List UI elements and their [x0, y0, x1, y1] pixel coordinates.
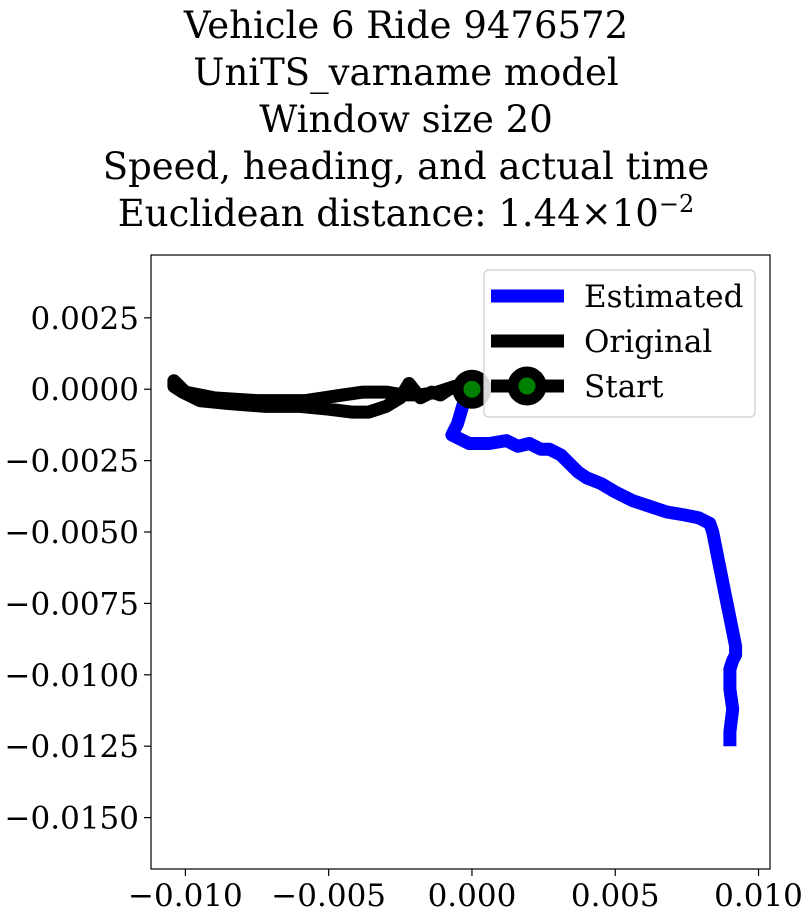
- title-line-3: Window size 20: [259, 98, 553, 141]
- metric-label: Euclidean distance:: [117, 192, 499, 235]
- x-tick-label: −0.010: [128, 878, 243, 914]
- metric-mantissa: 1.44: [498, 192, 581, 235]
- y-tick-label: 0.0025: [31, 301, 139, 337]
- y-tick-label: −0.0150: [5, 801, 139, 837]
- legend-label-estimated: Estimated: [584, 279, 743, 315]
- start-point-marker: [452, 369, 492, 409]
- metric-times: ×: [580, 192, 612, 235]
- y-axis: 0.0025 0.0000 −0.0025 −0.0050 −0.0075 −0.0100…: [5, 301, 151, 837]
- x-tick-label: −0.005: [271, 878, 386, 914]
- legend: Estimated Original Start: [483, 269, 756, 418]
- x-tick-label: 0.000: [428, 878, 517, 914]
- metric-exponent: −2: [658, 190, 695, 218]
- legend-label-original: Original: [584, 324, 712, 360]
- series-line-estimated: [445, 385, 743, 747]
- legend-start-marker: [507, 366, 547, 406]
- y-tick-label: −0.0075: [5, 586, 139, 622]
- chart-title: Vehicle 6 Ride 9476572 UniTS_varname mod…: [0, 2, 812, 237]
- x-axis: −0.010 −0.005 0.000 0.005 0.010: [128, 869, 803, 914]
- y-tick-label: −0.0125: [5, 729, 139, 765]
- y-tick-label: −0.0100: [5, 658, 139, 694]
- x-tick-label: 0.010: [714, 878, 803, 914]
- x-tick-label: 0.005: [571, 878, 660, 914]
- title-line-5: Euclidean distance: 1.44×10−2: [0, 190, 812, 237]
- series-line-original: [167, 374, 474, 419]
- series-layer: [167, 369, 743, 747]
- y-tick-label: 0.0000: [31, 372, 139, 408]
- plot-area-frame: [150, 254, 771, 870]
- title-line-4: Speed, heading, and actual time: [102, 145, 710, 188]
- metric-base: 10: [611, 192, 659, 235]
- title-line-2: UniTS_varname model: [193, 51, 619, 94]
- y-tick-label: −0.0050: [5, 515, 139, 551]
- legend-label-start: Start: [584, 369, 664, 405]
- y-tick-label: −0.0025: [5, 444, 139, 480]
- title-line-1: Vehicle 6 Ride 9476572: [183, 4, 629, 47]
